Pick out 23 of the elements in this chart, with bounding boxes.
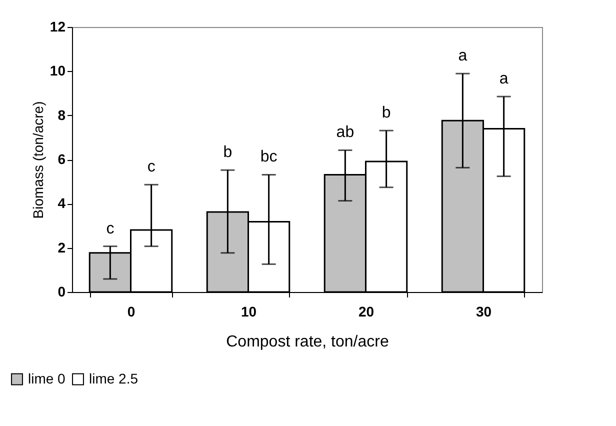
- y-tick-label: 4: [58, 195, 66, 212]
- annotation: c: [106, 220, 114, 238]
- annotation: ab: [336, 124, 354, 142]
- annotation: c: [147, 158, 156, 176]
- annotation: b: [223, 144, 232, 162]
- y-axis-title: Biomass (ton/acre): [30, 101, 46, 219]
- y-tick-label: 8: [58, 106, 66, 123]
- x-tick-label: 20: [358, 304, 374, 320]
- y-tick-label: 12: [50, 18, 66, 34]
- x-axis-title: Compost rate, ton/acre: [226, 334, 389, 350]
- x-tick-label: 0: [127, 304, 136, 320]
- x-tick-label: 30: [476, 304, 492, 320]
- annotation: a: [499, 70, 508, 88]
- y-tick-label: 0: [58, 284, 66, 300]
- annotation: bc: [260, 148, 278, 166]
- y-tick-label: 10: [50, 62, 66, 79]
- y-tick-label: 2: [58, 239, 66, 256]
- y-tick-label: 6: [58, 151, 66, 167]
- annotation: b: [382, 104, 391, 122]
- x-tick-label: 10: [240, 304, 257, 320]
- annotation: a: [458, 48, 468, 65]
- legend-label: lime 0: [28, 370, 66, 386]
- legend-label: lime 2.5: [89, 370, 138, 386]
